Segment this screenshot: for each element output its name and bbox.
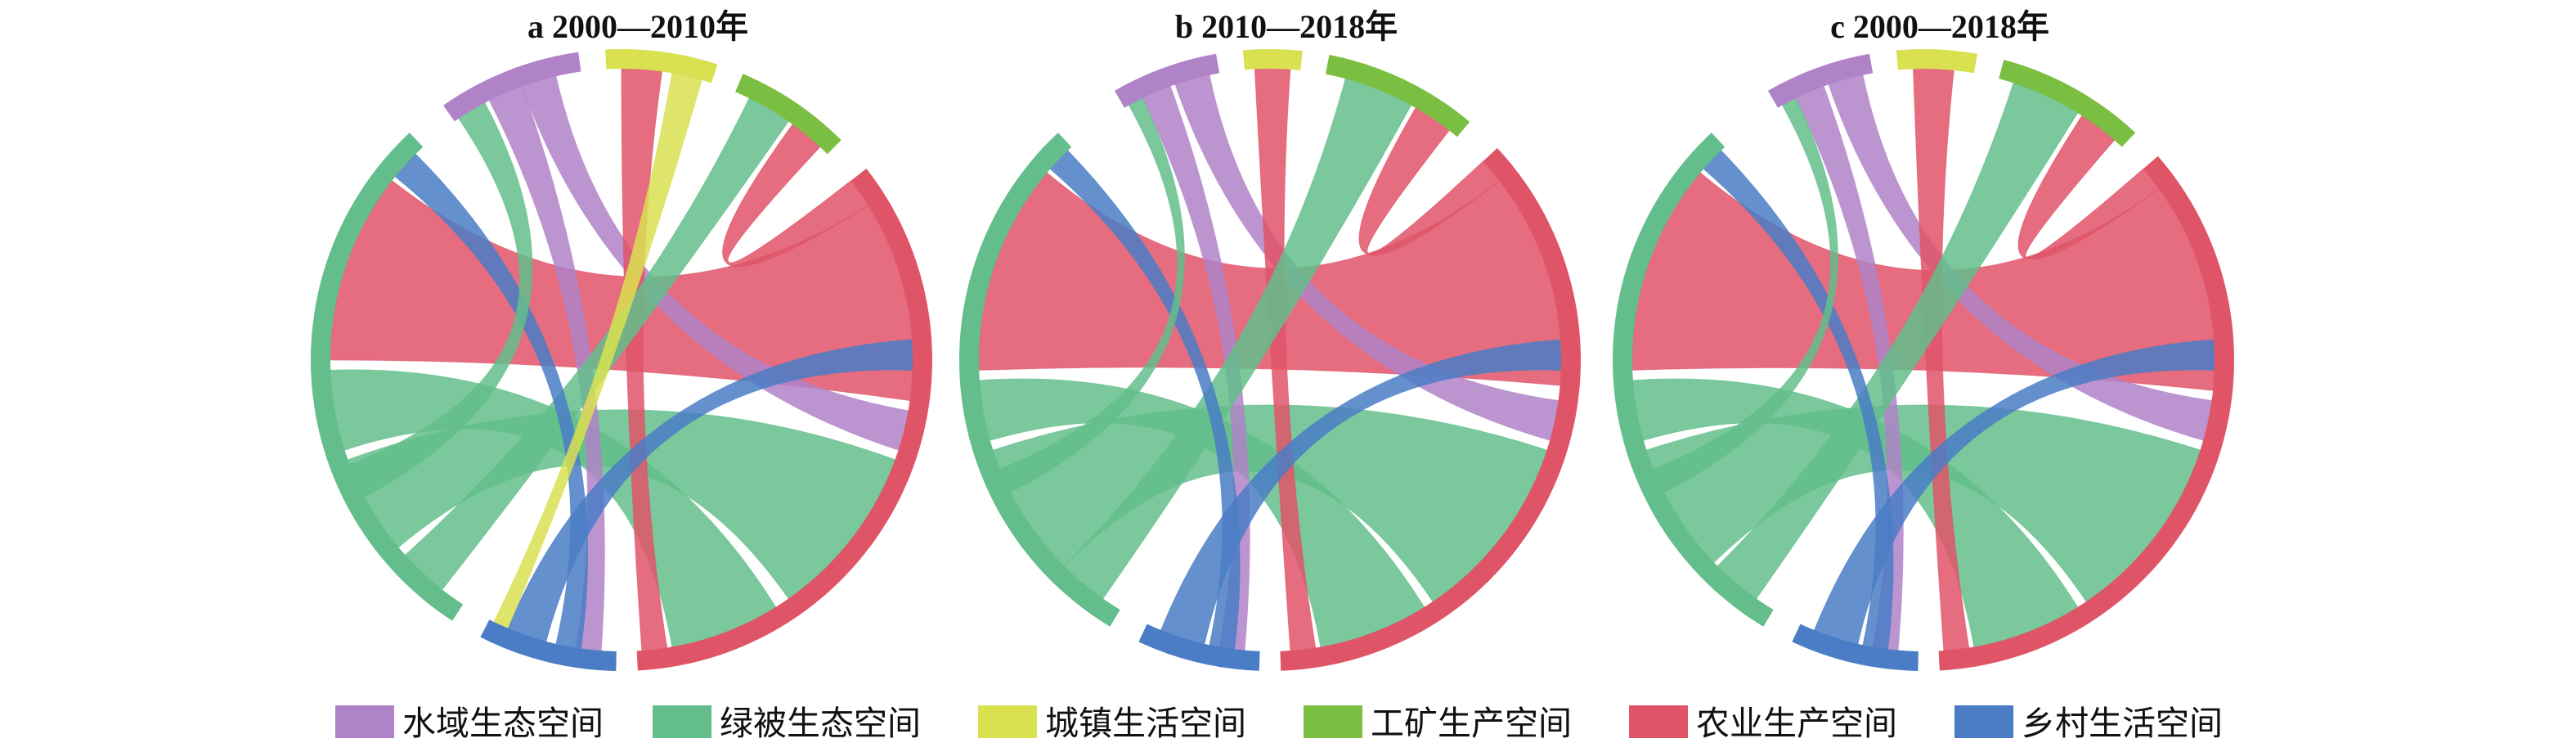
arc-b-water xyxy=(1115,53,1220,108)
legend-swatch-urban xyxy=(978,705,1037,738)
arc-c-rural xyxy=(1792,624,1919,671)
legend-label-industry: 工矿生产空间 xyxy=(1371,705,1572,742)
ribbon-b-industry-to-agri-7 xyxy=(1358,107,1501,256)
legend-item-rural: 乡村生活空间 xyxy=(1954,705,2223,742)
arcs-c xyxy=(1613,49,2235,671)
chart-c: c 2000—2018年 xyxy=(1613,8,2235,671)
legend-swatch-water xyxy=(335,705,394,738)
ribbon-a-rural-to-agri-8 xyxy=(507,339,913,642)
legend-item-urban: 城镇生活空间 xyxy=(978,705,1246,742)
ribbon-c-industry-to-green-6 xyxy=(1717,82,2079,600)
chart-title-a: a 2000—2010年 xyxy=(527,8,748,45)
ribbon-a-industry-to-agri-7 xyxy=(722,124,869,268)
legend-label-agri: 农业生产空间 xyxy=(1696,705,1897,742)
arc-a-rural xyxy=(480,619,617,671)
arc-a-green xyxy=(310,133,464,621)
chart-a: a 2000—2010年 xyxy=(310,8,932,671)
legend-swatch-agri xyxy=(1629,705,1688,738)
arc-c-green xyxy=(1613,133,1774,627)
ribbons-b xyxy=(978,68,1562,651)
chart-title-c: c 2000—2018年 xyxy=(1830,8,2049,45)
legend-label-green: 绿被生态空间 xyxy=(720,705,921,742)
arc-a-urban xyxy=(605,49,718,83)
legend-label-rural: 乡村生活空间 xyxy=(2022,705,2223,742)
arc-a-water xyxy=(443,52,581,122)
arc-b-rural xyxy=(1138,624,1260,671)
legend: 水域生态空间 绿被生态空间 城镇生活空间 工矿生产空间 农业生产空间 乡村生活空… xyxy=(335,705,2223,742)
arcs-a xyxy=(310,49,932,671)
arc-b-green xyxy=(958,133,1120,627)
arc-a-industry xyxy=(735,74,841,155)
legend-item-water: 水域生态空间 xyxy=(335,705,604,742)
arcs-b xyxy=(958,48,1582,671)
legend-swatch-industry xyxy=(1304,705,1362,738)
arc-c-industry xyxy=(1999,59,2136,147)
legend-item-agri: 农业生产空间 xyxy=(1629,705,1897,742)
legend-swatch-green xyxy=(653,705,711,738)
arc-c-urban xyxy=(1896,49,1977,74)
chart-b: b 2010—2018年 xyxy=(958,8,1582,671)
chart-title-b: b 2010—2018年 xyxy=(1175,8,1398,45)
arc-b-urban xyxy=(1242,48,1303,70)
ribbon-b-rural-to-agri-8 xyxy=(1160,339,1562,645)
arc-b-industry xyxy=(1325,54,1470,137)
arc-c-agri xyxy=(1938,155,2235,671)
legend-item-green: 绿被生态空间 xyxy=(653,705,921,742)
legend-swatch-rural xyxy=(1954,705,2013,738)
legend-item-industry: 工矿生产空间 xyxy=(1304,705,1572,742)
ribbons-a xyxy=(330,68,913,651)
arc-a-agri xyxy=(636,169,932,671)
ribbon-a-water-to-green-10 xyxy=(348,101,533,498)
legend-label-urban: 城镇生活空间 xyxy=(1045,705,1246,742)
arc-b-agri xyxy=(1280,147,1582,671)
legend-label-water: 水域生态空间 xyxy=(402,705,604,742)
arc-c-water xyxy=(1768,53,1874,108)
ribbon-c-rural-to-agri-8 xyxy=(1813,339,2215,645)
ribbon-b-industry-to-green-6 xyxy=(1063,78,1412,600)
ribbons-c xyxy=(1631,68,2215,651)
